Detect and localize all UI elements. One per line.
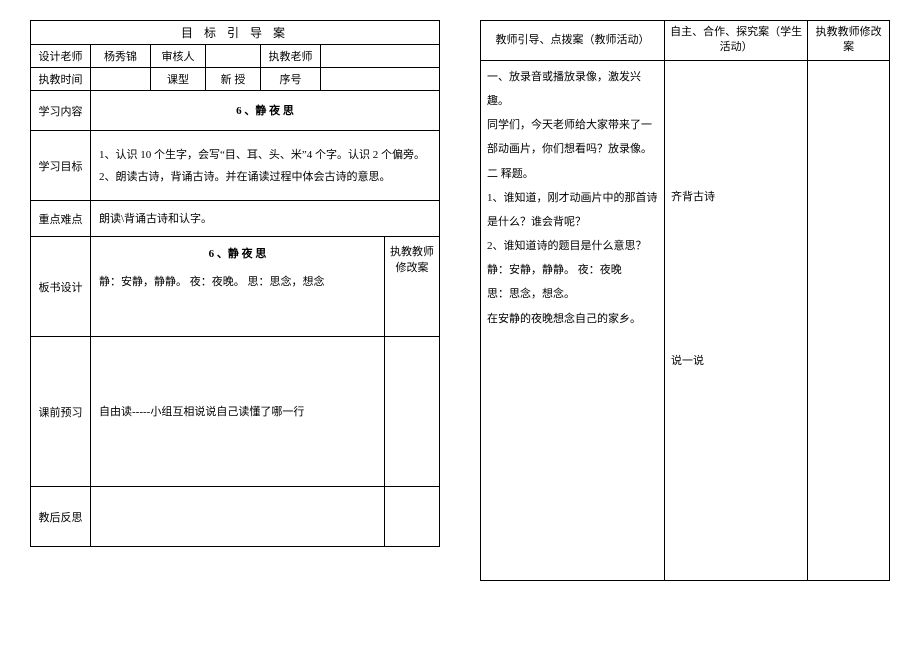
revision-cell <box>808 60 890 580</box>
study-goal: 1、认识 10 个生字，会写“目、耳、头、米”4 个字。认识 2 个偏旁。 2、… <box>91 131 440 201</box>
ta-line-1: 同学们，今天老师给大家带来了一部动画片，你们想看吗？放录像。 <box>487 113 658 161</box>
reviewer-value <box>206 45 261 68</box>
study-goal-label: 学习目标 <box>31 131 91 201</box>
right-h1: 教师引导、点拨案（教师活动） <box>481 21 665 61</box>
sa-line-a: 齐背古诗 <box>671 185 801 209</box>
reflect-content <box>91 487 385 547</box>
study-content-label: 学习内容 <box>31 91 91 131</box>
board-title: 6 、静 夜 思 <box>99 243 376 265</box>
page-title: 目 标 引 导 案 <box>31 21 440 45</box>
board-label: 板书设计 <box>31 237 91 337</box>
designer-value: 杨秀锦 <box>91 45 151 68</box>
sa-line-b: 说一说 <box>671 349 801 373</box>
ta-line-7: 在安静的夜晚想念自己的家乡。 <box>487 307 658 331</box>
right-h2: 自主、合作、探究案（学生活动） <box>665 21 808 61</box>
board-side-label: 执教教师修改案 <box>385 237 440 337</box>
designer-label: 设计老师 <box>31 45 91 68</box>
student-activity-cell: 齐背古诗 说一说 <box>665 60 808 580</box>
reflect-side <box>385 487 440 547</box>
ta-line-0: 一、放录音或播放录像，激发兴趣。 <box>487 65 658 113</box>
seq-value <box>321 68 440 91</box>
ta-line-6: 思：思念，想念。 <box>487 282 658 306</box>
board-body: 静：安静，静静。 夜：夜晚。 思：思念，想念 <box>99 271 376 293</box>
reflect-label: 教后反思 <box>31 487 91 547</box>
focus-label: 重点难点 <box>31 201 91 237</box>
teachtime-label: 执教时间 <box>31 68 91 91</box>
teacher-value <box>321 45 440 68</box>
preview-side <box>385 337 440 487</box>
preview-label: 课前预习 <box>31 337 91 487</box>
study-content: 6 、静 夜 思 <box>91 91 440 131</box>
focus-content: 朗读\背诵古诗和认字。 <box>91 201 440 237</box>
classtype-label: 课型 <box>151 68 206 91</box>
left-page: 目 标 引 导 案 设计老师 杨秀锦 审核人 执教老师 执教时间 课型 新 授 … <box>30 20 440 581</box>
classtype-value: 新 授 <box>206 68 261 91</box>
ta-line-3: 1、谁知道，刚才动画片中的那首诗是什么？谁会背呢？ <box>487 186 658 234</box>
teacher-activity-cell: 一、放录音或播放录像，激发兴趣。 同学们，今天老师给大家带来了一部动画片，你们想… <box>481 60 665 580</box>
ta-line-4: 2、谁知道诗的题目是什么意思？ <box>487 234 658 258</box>
teachtime-value <box>91 68 151 91</box>
right-h3: 执教教师修改案 <box>808 21 890 61</box>
seq-label: 序号 <box>261 68 321 91</box>
ta-line-2: 二 释题。 <box>487 162 658 186</box>
right-table: 教师引导、点拨案（教师活动） 自主、合作、探究案（学生活动） 执教教师修改案 一… <box>480 20 890 581</box>
teacher-label: 执教老师 <box>261 45 321 68</box>
ta-line-5: 静：安静，静静。 夜：夜晚 <box>487 258 658 282</box>
reviewer-label: 审核人 <box>151 45 206 68</box>
board-content: 6 、静 夜 思 静：安静，静静。 夜：夜晚。 思：思念，想念 <box>91 237 385 337</box>
right-page: 教师引导、点拨案（教师活动） 自主、合作、探究案（学生活动） 执教教师修改案 一… <box>480 20 890 581</box>
left-table: 目 标 引 导 案 设计老师 杨秀锦 审核人 执教老师 执教时间 课型 新 授 … <box>30 20 440 547</box>
preview-content: 自由读-----小组互相说说自己读懂了哪一行 <box>91 337 385 487</box>
